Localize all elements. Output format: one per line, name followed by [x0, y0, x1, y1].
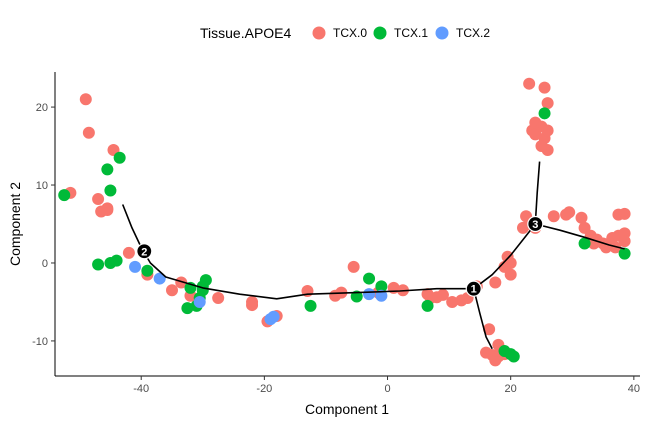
trajectory-segment-2	[472, 288, 493, 350]
point-tcx0	[529, 116, 542, 129]
point-tcx0	[618, 207, 631, 220]
point-tcx2	[363, 288, 376, 301]
point-tcx0	[82, 126, 95, 139]
point-tcx0	[483, 323, 496, 336]
point-tcx0	[175, 276, 188, 289]
legend-entry-tcx0: TCX.0	[312, 26, 367, 40]
point-tcx1	[104, 184, 117, 197]
point-tcx0	[504, 268, 517, 281]
point-tcx0	[504, 256, 517, 269]
branch-nodes: 1 2 3	[136, 215, 544, 297]
point-tcx0	[618, 235, 631, 248]
point-tcx0	[446, 295, 459, 308]
point-tcx1	[578, 237, 591, 250]
trajectory-lines	[121, 161, 625, 350]
point-tcx1	[199, 274, 212, 287]
point-tcx1	[92, 258, 105, 271]
legend-entry-tcx1: TCX.1	[373, 26, 428, 40]
point-tcx0	[246, 299, 259, 312]
legend-marker-tcx0	[312, 26, 326, 40]
x-axis-title: Component 1	[305, 401, 389, 417]
point-tcx0	[212, 292, 225, 305]
legend-marker-tcx2	[435, 26, 449, 40]
point-tcx0	[547, 210, 560, 223]
point-tcx1	[58, 189, 71, 202]
x-tick-label: 20	[505, 383, 517, 395]
legend-label-tcx2: TCX.2	[456, 26, 490, 40]
point-tcx0	[122, 246, 135, 259]
point-tcx1	[304, 299, 317, 312]
branch-node-3: 3	[527, 215, 544, 233]
legend-label-tcx1: TCX.1	[394, 26, 428, 40]
legend-marker-tcx1	[373, 26, 387, 40]
legend-entry-tcx2: TCX.2	[435, 26, 490, 40]
legend-title: Tissue.APOE4	[200, 25, 292, 41]
point-tcx0	[489, 276, 502, 289]
branch-node-label: 3	[532, 219, 538, 231]
branch-node-marker	[527, 215, 544, 233]
x-tick-label: -20	[256, 383, 272, 395]
point-tcx0	[541, 97, 554, 110]
point-tcx1	[618, 247, 631, 260]
y-axis-title: Component 2	[7, 182, 23, 266]
point-tcx0	[92, 193, 105, 206]
data-points	[58, 77, 631, 367]
point-tcx0	[535, 140, 548, 153]
point-tcx0	[166, 284, 178, 297]
x-tick-label: -40	[133, 383, 149, 395]
legend-label-tcx0: TCX.0	[333, 26, 367, 40]
point-tcx2	[153, 272, 166, 285]
point-tcx0	[541, 124, 554, 137]
point-tcx0	[523, 77, 536, 90]
y-tick-label: 0	[42, 258, 48, 270]
point-tcx1	[110, 254, 123, 267]
point-tcx1	[538, 107, 551, 120]
branch-node-marker	[136, 243, 153, 260]
point-tcx1	[113, 151, 126, 164]
x-tick-label: 0	[384, 383, 390, 395]
point-tcx1	[181, 302, 194, 315]
point-tcx1	[101, 163, 114, 176]
y-tick-label: 10	[36, 180, 48, 192]
branch-node-1: 1	[465, 280, 482, 297]
y-tick-label: 20	[36, 102, 48, 114]
point-tcx1	[507, 350, 520, 363]
point-tcx1	[141, 264, 154, 277]
point-tcx0	[575, 211, 588, 224]
legend: Tissue.APOE4 TCX.0 TCX.1 TCX.2	[200, 25, 490, 41]
x-tick-label: 40	[628, 383, 640, 395]
x-ticks: -40 -20 0 20 40	[133, 376, 640, 395]
point-tcx2	[375, 289, 388, 302]
branch-node-label: 2	[141, 246, 147, 258]
point-tcx0	[436, 288, 449, 301]
branch-node-marker	[465, 280, 482, 297]
point-tcx2	[193, 295, 206, 308]
point-tcx2	[129, 260, 142, 273]
trajectory-segment-3	[534, 161, 541, 225]
y-tick-label: -10	[32, 336, 48, 348]
point-tcx2	[267, 310, 280, 323]
point-tcx0	[101, 203, 114, 216]
point-tcx0	[79, 93, 92, 106]
branch-node-2: 2	[136, 243, 153, 260]
point-tcx1	[363, 272, 376, 285]
point-tcx0	[347, 260, 360, 273]
point-tcx0	[563, 206, 576, 219]
point-tcx0	[538, 81, 551, 94]
point-tcx1	[375, 280, 388, 293]
y-ticks: -10 0 10 20	[32, 102, 55, 348]
point-tcx1	[421, 299, 434, 312]
branch-node-label: 1	[471, 284, 477, 296]
trajectory-segment-4	[535, 223, 625, 250]
